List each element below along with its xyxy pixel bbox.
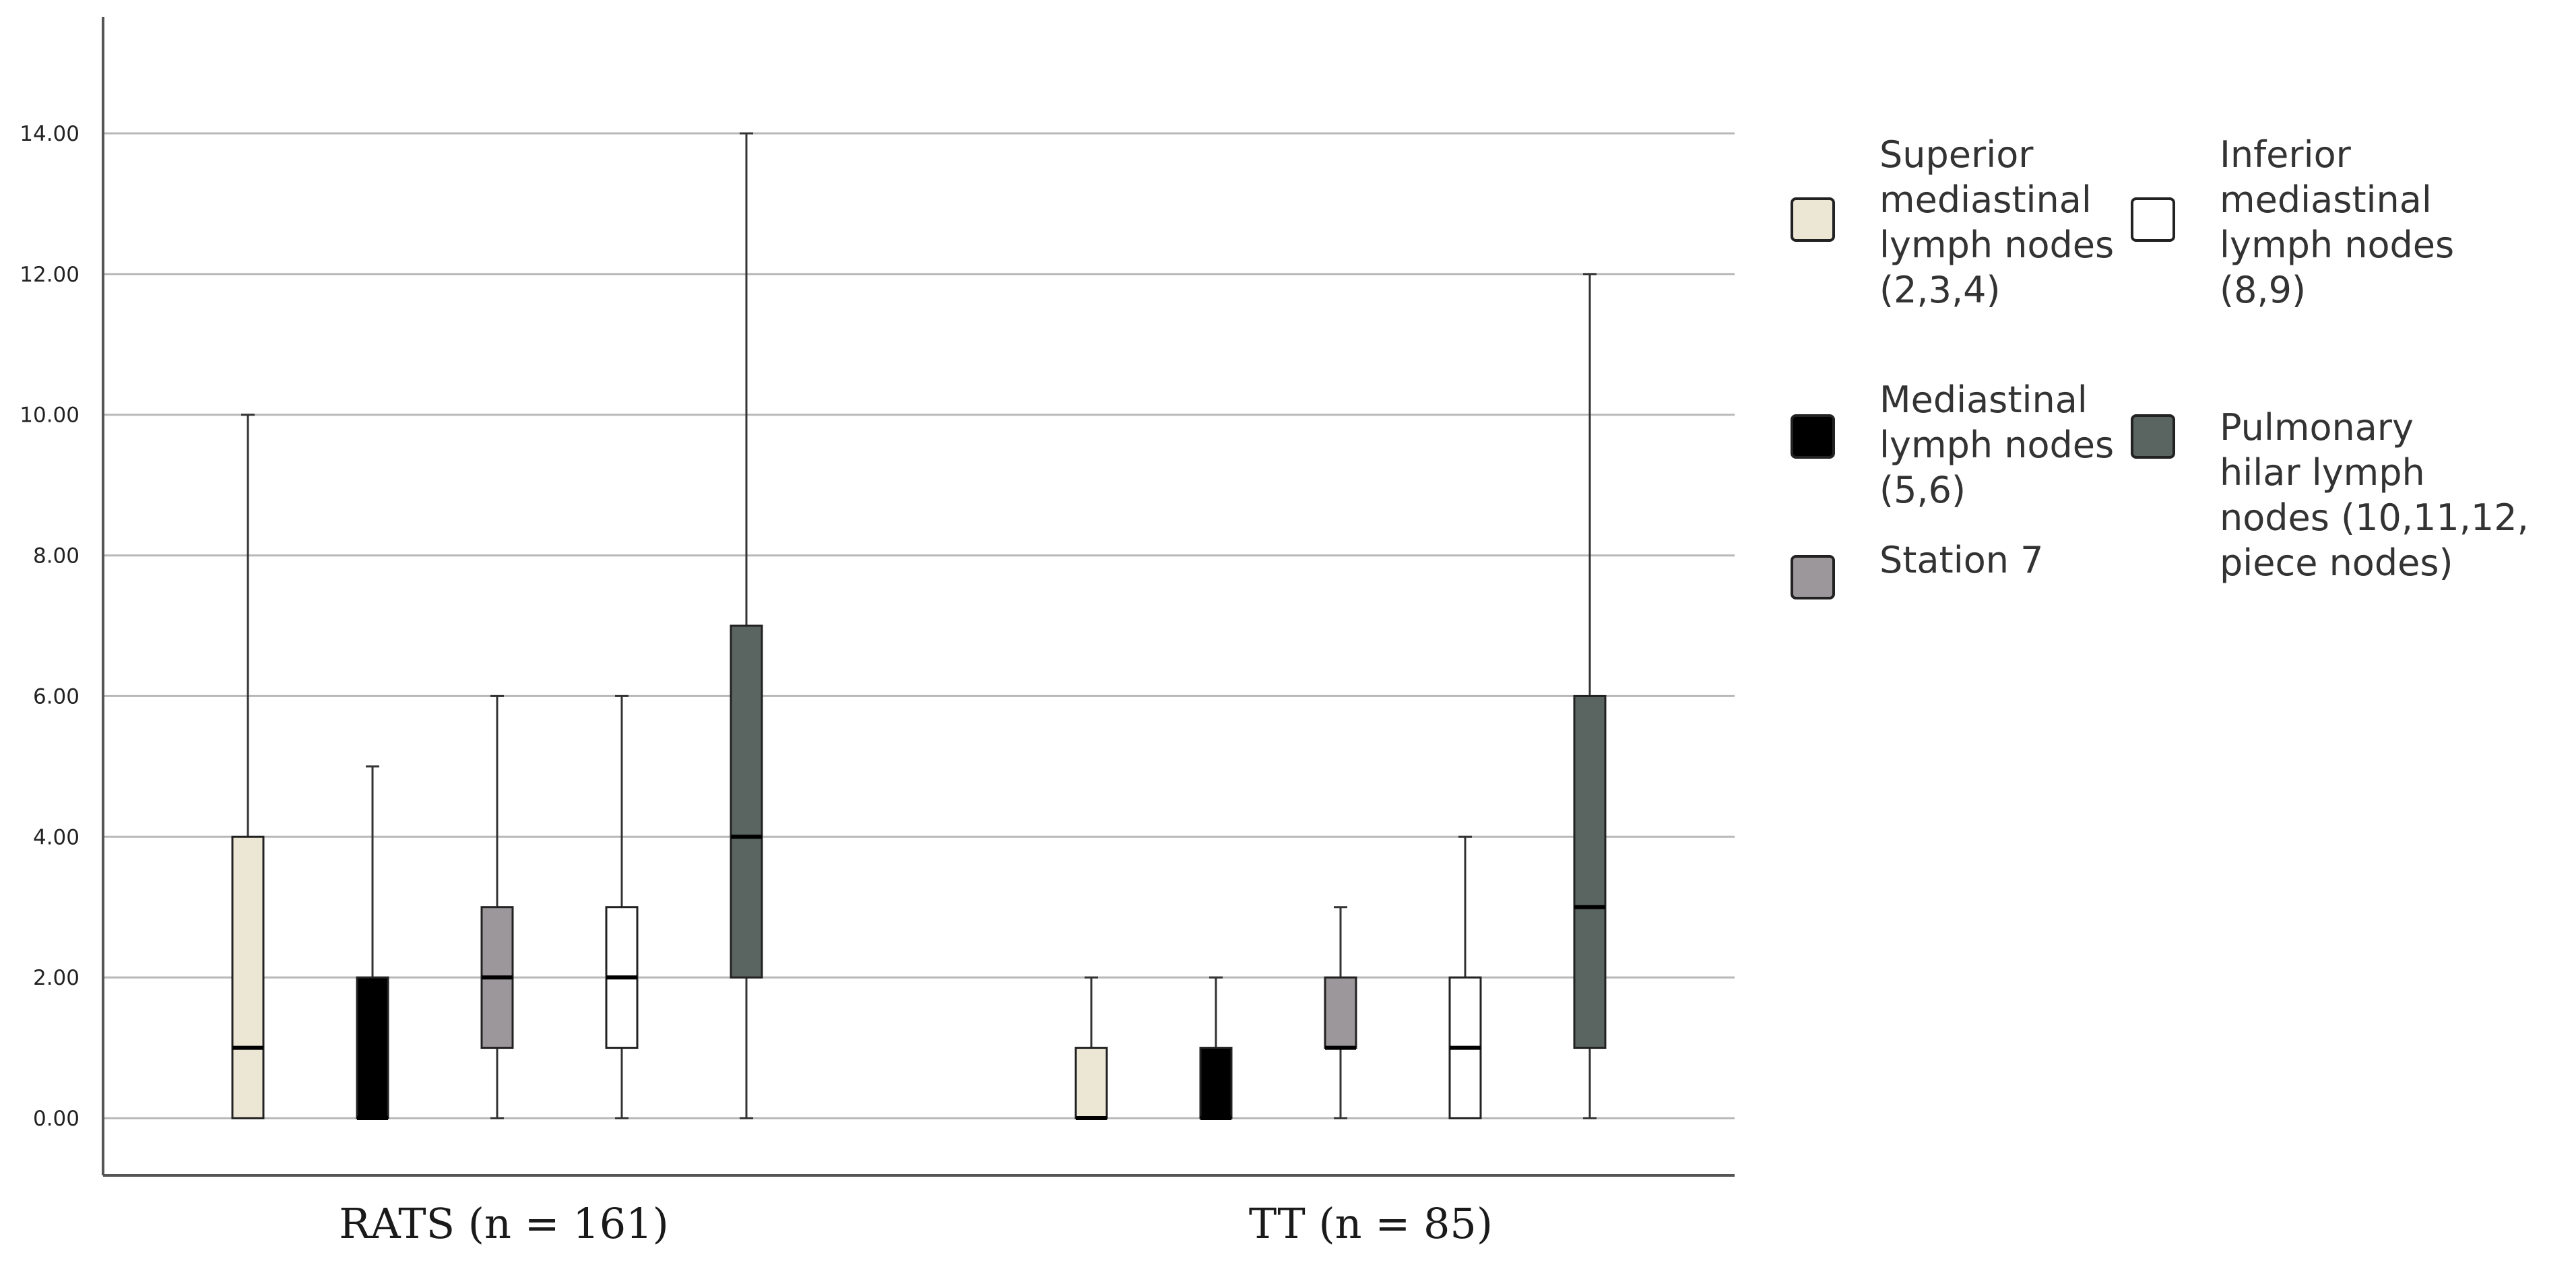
legend-label: Inferior bbox=[2220, 133, 2352, 176]
legend-label: mediastinal bbox=[1879, 178, 2092, 221]
box-plot bbox=[1573, 273, 1607, 1119]
legend-label: Mediastinal bbox=[1879, 379, 2088, 421]
legend-label: hilar lymph bbox=[2220, 451, 2425, 494]
y-tick-label: 12.00 bbox=[20, 263, 79, 287]
legend-label: (2,3,4) bbox=[1879, 269, 2001, 311]
box-plot bbox=[1199, 976, 1233, 1120]
box bbox=[1074, 1047, 1108, 1119]
legend-label: Superior bbox=[1879, 133, 2034, 176]
box bbox=[1573, 694, 1607, 1049]
y-tick-label: 4.00 bbox=[33, 825, 79, 849]
legend-label: (8,9) bbox=[2220, 269, 2306, 311]
gridlines bbox=[103, 132, 1735, 1119]
box-plot bbox=[605, 694, 639, 1119]
legend-label: Pulmonary bbox=[2220, 406, 2414, 449]
legend-label: lymph nodes bbox=[1879, 224, 2114, 266]
box-plot bbox=[231, 414, 265, 1119]
y-tick-label: 0.00 bbox=[33, 1107, 79, 1131]
y-tick-label: 6.00 bbox=[33, 684, 79, 709]
box bbox=[730, 624, 763, 979]
legend-swatch bbox=[1791, 414, 1835, 459]
y-tick-label: 8.00 bbox=[33, 544, 79, 568]
box bbox=[1324, 976, 1357, 1049]
legend-label: lymph nodes bbox=[2220, 224, 2454, 266]
x-axis-group-labels: RATS (n = 161) TT (n = 85) bbox=[339, 1199, 1493, 1248]
box bbox=[1199, 1047, 1233, 1119]
legend-swatch bbox=[1791, 197, 1835, 242]
y-tick-label: 2.00 bbox=[33, 966, 79, 990]
box-series bbox=[231, 132, 1607, 1120]
box-plot bbox=[730, 132, 763, 1119]
box-plot bbox=[480, 694, 514, 1119]
box-plot bbox=[356, 765, 389, 1120]
box-plot bbox=[1324, 906, 1357, 1119]
box bbox=[356, 976, 389, 1119]
legend-label: lymph nodes bbox=[1879, 424, 2114, 466]
legend-swatch bbox=[2131, 414, 2175, 459]
box-plot bbox=[1074, 976, 1108, 1120]
legend-label: nodes (10,11,12, bbox=[2220, 496, 2529, 539]
box-plot bbox=[1448, 835, 1482, 1119]
group-label: RATS (n = 161) bbox=[339, 1199, 669, 1248]
legend-label: mediastinal bbox=[2220, 178, 2432, 221]
box bbox=[231, 835, 265, 1119]
legend-swatch bbox=[2131, 197, 2175, 242]
legend-label: Station 7 bbox=[1879, 539, 2044, 581]
group-label: TT (n = 85) bbox=[1249, 1199, 1493, 1248]
legend-label: piece nodes) bbox=[2220, 542, 2453, 584]
y-tick-label: 10.00 bbox=[20, 403, 79, 428]
legend-item: Station 7 bbox=[1791, 539, 2044, 599]
axes bbox=[102, 17, 1735, 1177]
legend-label: (5,6) bbox=[1879, 469, 1966, 511]
y-tick-label: 14.00 bbox=[20, 122, 79, 146]
legend-swatch bbox=[1791, 555, 1835, 599]
y-axis-ticks: 0.00 2.00 4.00 6.00 8.00 10.00 12.00 14.00 bbox=[20, 122, 79, 1131]
